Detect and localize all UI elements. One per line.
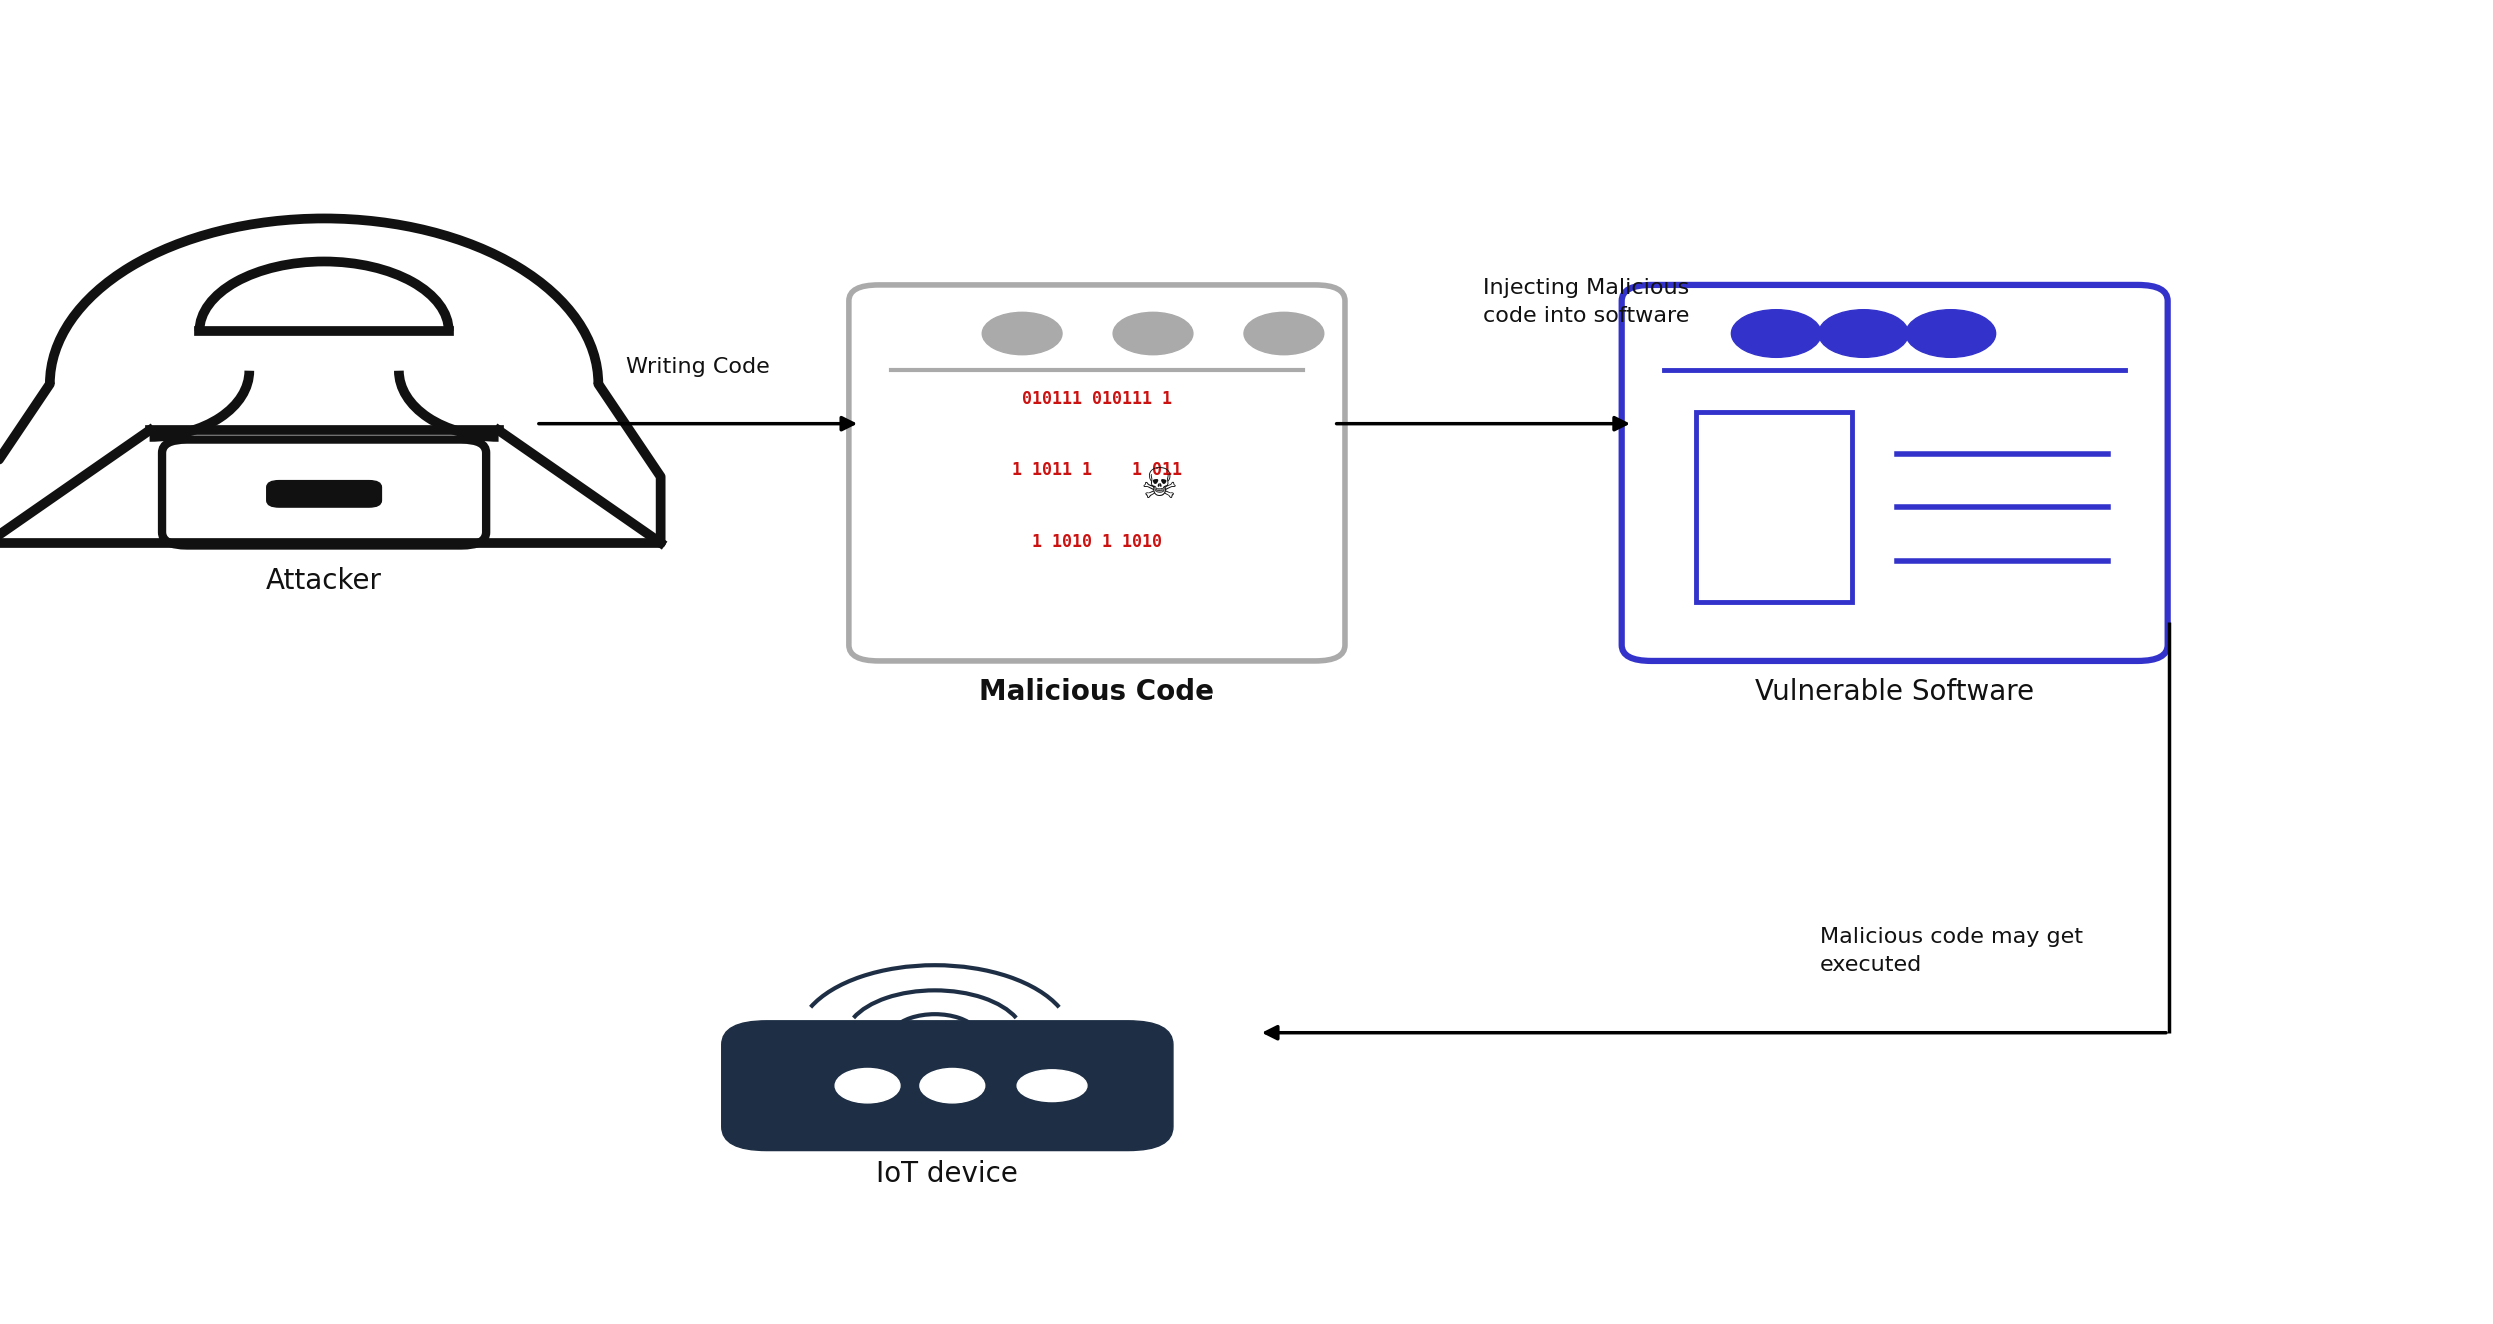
Ellipse shape xyxy=(1017,1070,1087,1102)
Text: Injecting Malicious
code into software: Injecting Malicious code into software xyxy=(1483,278,1690,326)
Text: Vulnerable Software: Vulnerable Software xyxy=(1755,678,2034,706)
Text: IoT device: IoT device xyxy=(878,1160,1017,1188)
FancyBboxPatch shape xyxy=(723,1021,1172,1151)
Bar xyxy=(1695,412,1852,602)
Text: Malicious Code: Malicious Code xyxy=(980,678,1214,706)
Text: ☠: ☠ xyxy=(1142,465,1177,507)
Circle shape xyxy=(917,1029,952,1047)
Text: 010111 010111 1: 010111 010111 1 xyxy=(1022,389,1172,408)
FancyBboxPatch shape xyxy=(162,440,486,545)
Circle shape xyxy=(1730,310,1820,357)
Text: Malicious code may get
executed: Malicious code may get executed xyxy=(1820,927,2082,974)
Text: Writing Code: Writing Code xyxy=(626,357,770,377)
Circle shape xyxy=(982,312,1062,355)
Circle shape xyxy=(1244,312,1324,355)
Circle shape xyxy=(1905,310,1994,357)
Text: Attacker: Attacker xyxy=(267,567,381,594)
Circle shape xyxy=(920,1068,985,1103)
FancyBboxPatch shape xyxy=(267,481,381,507)
Circle shape xyxy=(1817,310,1910,357)
Circle shape xyxy=(835,1068,900,1103)
Text: 1 1010 1 1010: 1 1010 1 1010 xyxy=(1032,534,1162,551)
Text: 1 1011 1    1 011: 1 1011 1 1 011 xyxy=(1012,461,1182,479)
FancyBboxPatch shape xyxy=(848,285,1346,661)
Circle shape xyxy=(1112,312,1192,355)
FancyBboxPatch shape xyxy=(1620,285,2166,661)
